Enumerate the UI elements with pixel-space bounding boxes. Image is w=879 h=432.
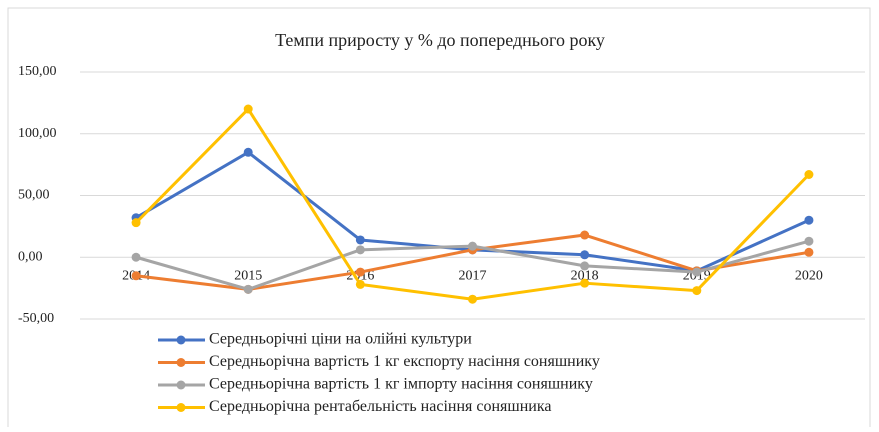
x-tick-label: 2015 (234, 268, 262, 283)
point (243, 104, 253, 114)
point (355, 235, 365, 245)
legend-marker (176, 380, 186, 390)
point (580, 278, 590, 288)
chart-title: Темпи приросту у % до попереднього року (275, 30, 605, 50)
point (355, 245, 365, 255)
y-tick-label: -50,00 (18, 311, 54, 326)
point (580, 230, 590, 240)
point (131, 252, 141, 262)
point (468, 294, 477, 304)
legend-label: Середньорічна вартість 1 кг імпорту насі… (209, 376, 593, 393)
legend-marker (176, 403, 186, 412)
chart-frame (7, 7, 871, 429)
point (580, 261, 590, 271)
legend-marker (176, 335, 186, 345)
point (804, 215, 814, 225)
y-tick-label: 50,00 (18, 188, 50, 203)
x-tick-label: 2017 (459, 268, 487, 283)
point (243, 147, 253, 157)
legend-label: Середньорічні ціни на олійні культури (209, 331, 472, 348)
y-tick-label: 100,00 (18, 126, 57, 141)
y-tick-label: 0,00 (18, 249, 43, 264)
point (131, 218, 141, 228)
point (804, 170, 814, 180)
point (468, 241, 477, 251)
point (355, 279, 365, 289)
legend-label: Середньорічна вартість 1 кг експорту нас… (209, 353, 600, 370)
point (131, 271, 141, 281)
point (804, 236, 814, 246)
point (804, 247, 814, 257)
y-tick-label: 150,00 (18, 64, 57, 79)
x-tick-label: 2018 (571, 268, 599, 283)
x-tick-label: 2020 (795, 268, 823, 283)
point (692, 286, 702, 296)
point (243, 284, 253, 294)
point (355, 267, 365, 277)
point (580, 250, 590, 260)
legend-marker (176, 358, 186, 367)
point (692, 267, 702, 277)
legend-label: Середньорічна рентабельність насіння сон… (209, 398, 551, 415)
